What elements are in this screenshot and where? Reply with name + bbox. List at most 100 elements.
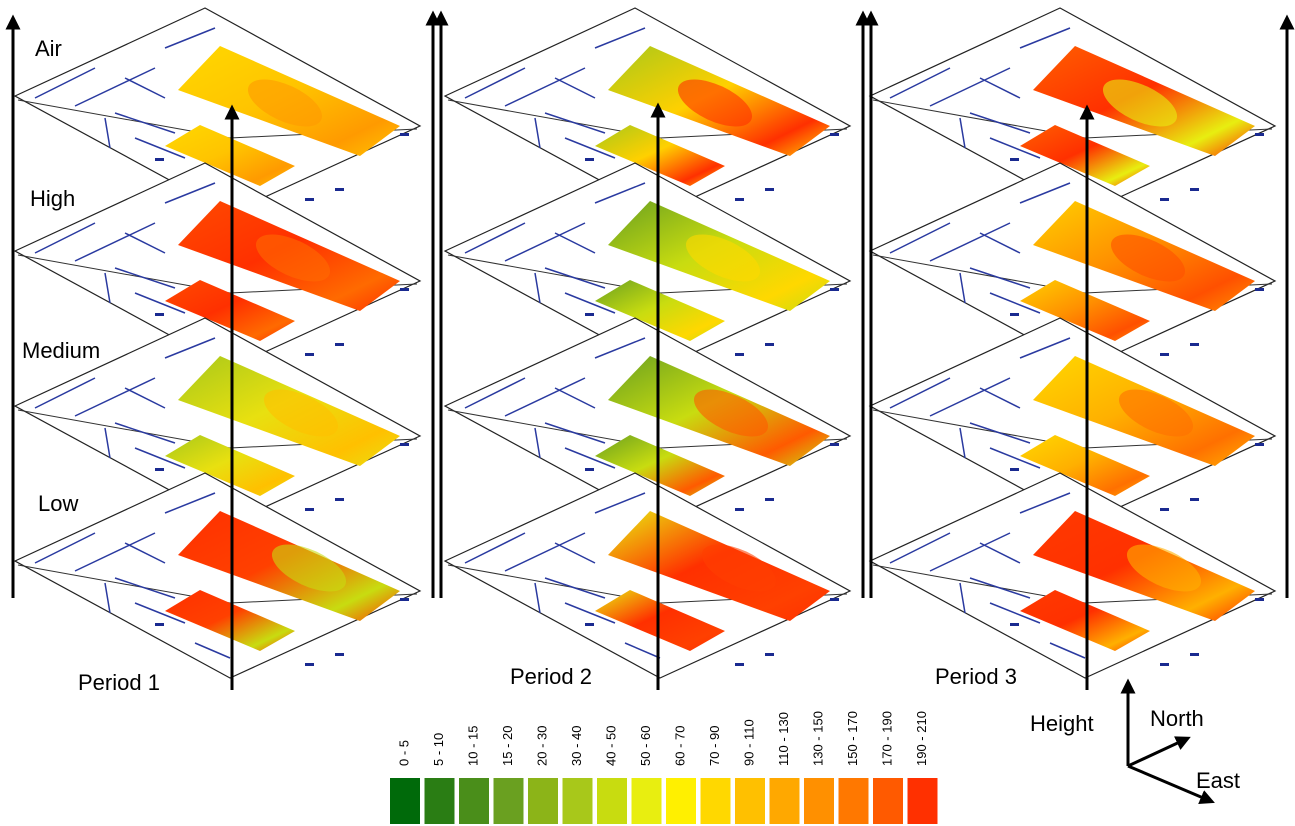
plan-mark	[830, 288, 839, 291]
heatmap-small	[165, 435, 295, 496]
plan-line	[34, 532, 96, 564]
heatmap-small	[165, 125, 295, 186]
plan-mark	[1190, 498, 1199, 501]
legend-label: 5 - 10	[431, 733, 446, 766]
plan-line	[959, 117, 966, 149]
legend-swatch	[459, 778, 489, 824]
plan-mark	[305, 663, 314, 666]
legend-label: 10 - 15	[465, 726, 480, 766]
plan-line	[104, 117, 111, 149]
legend-label: 110 - 130	[776, 712, 791, 766]
plan-mark	[400, 598, 409, 601]
plan-line	[959, 427, 966, 459]
plan-line	[504, 222, 586, 262]
heatmap-blob	[685, 234, 761, 282]
plan-mark	[305, 353, 314, 356]
plan-line	[989, 292, 1041, 314]
plan-line	[544, 112, 606, 134]
plan-mark	[400, 443, 409, 446]
plan-mark	[155, 623, 164, 626]
legend-swatch	[804, 778, 834, 824]
plan-line	[534, 582, 541, 614]
plan-mark	[585, 313, 594, 316]
axes-arrows	[5, 10, 1295, 804]
plan-line	[74, 67, 156, 107]
plan-mark	[155, 468, 164, 471]
heatmap-small	[595, 435, 725, 496]
plan-line	[554, 542, 596, 564]
plan-mark	[1190, 343, 1199, 346]
plan-line	[1049, 642, 1086, 659]
plan-line	[959, 272, 966, 304]
plan-line	[979, 387, 1021, 409]
plan-line	[74, 222, 156, 262]
plan-line	[114, 577, 176, 599]
plan-mark	[1190, 188, 1199, 191]
plan-line	[594, 182, 646, 204]
heatmap-blob	[693, 389, 769, 437]
heatmap-small	[595, 280, 725, 341]
legend-label: 30 - 40	[569, 726, 584, 766]
heatmap-small	[1020, 590, 1150, 651]
plan-line	[979, 232, 1021, 254]
plan-line	[564, 137, 616, 159]
plan-mark	[155, 158, 164, 161]
legend-swatch	[735, 778, 765, 824]
heatmap-small	[1020, 435, 1150, 496]
plan-line	[989, 447, 1041, 469]
plan-line	[74, 377, 156, 417]
layer-label: High	[30, 186, 75, 211]
plan-line	[134, 447, 186, 469]
heatmap-blob	[255, 234, 331, 282]
plan-line	[969, 267, 1031, 289]
plan-mark	[335, 498, 344, 501]
plan-line	[929, 222, 1011, 262]
plan-line	[594, 492, 646, 514]
plan-line	[164, 492, 216, 514]
plan-line	[889, 222, 951, 254]
legend-label: 50 - 60	[638, 726, 653, 766]
plan-line	[114, 422, 176, 444]
heatmap-small	[1020, 125, 1150, 186]
heatmap-small	[165, 590, 295, 651]
plan-line	[564, 292, 616, 314]
plan-line	[594, 337, 646, 359]
plan-mark	[1160, 198, 1169, 201]
plan-line	[124, 387, 166, 409]
plan-line	[114, 112, 176, 134]
plan-line	[969, 112, 1031, 134]
plan-mark	[335, 653, 344, 656]
plan-line	[124, 77, 166, 99]
plan-mark	[765, 653, 774, 656]
heatmap-blob	[271, 544, 347, 592]
plan-line	[194, 642, 231, 659]
plan-line	[1019, 182, 1071, 204]
plan-mark	[1160, 663, 1169, 666]
plan-line	[1019, 27, 1071, 49]
plan-line	[554, 232, 596, 254]
plan-mark	[1010, 158, 1019, 161]
legend-label: 170 - 190	[879, 711, 894, 766]
heatmap-blob	[701, 544, 777, 592]
compass-arrow	[1127, 764, 1215, 804]
legend-swatch	[597, 778, 627, 824]
plan-line	[464, 222, 526, 254]
plan-line	[929, 532, 1011, 572]
plan-line	[164, 337, 216, 359]
plan-line	[969, 577, 1031, 599]
plan-line	[624, 642, 661, 659]
legend-label: 60 - 70	[672, 726, 687, 766]
plan-line	[594, 27, 646, 49]
plan-mark	[1160, 353, 1169, 356]
legend-swatch	[390, 778, 420, 824]
plan-line	[534, 427, 541, 459]
plan-mark	[155, 313, 164, 316]
legend-swatch	[562, 778, 593, 824]
plan-line	[1019, 337, 1071, 359]
plan-mark	[735, 508, 744, 511]
plan-line	[564, 447, 616, 469]
period-label: Period 2	[510, 664, 592, 689]
legend-label: 90 - 110	[741, 719, 756, 766]
